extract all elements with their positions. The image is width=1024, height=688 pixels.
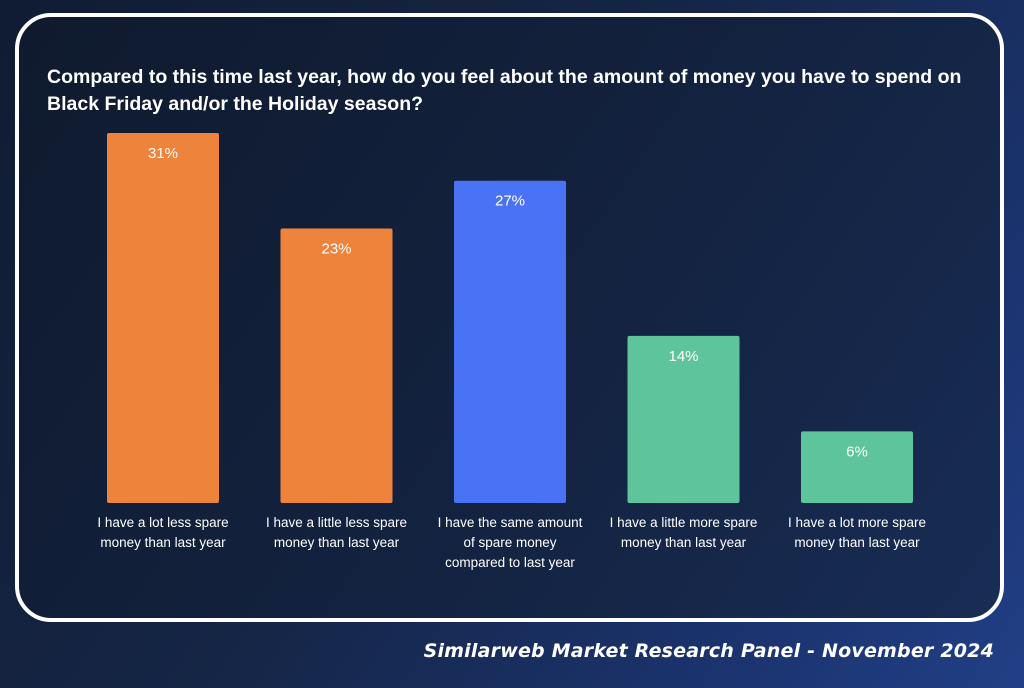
bar-3 (454, 180, 566, 503)
data-label-2: 23% (321, 240, 351, 257)
data-label-1: 31% (148, 145, 178, 162)
bar-4 (627, 335, 740, 503)
category-label-4: I have a little more spare money than las… (610, 515, 758, 550)
category-label-1: I have a lot less spare money than last y… (97, 515, 228, 550)
source-footer: Similarweb Market Research Panel - Novem… (423, 640, 994, 662)
bar-chart: 31% I have a lot less spare money than las… (97, 133, 926, 570)
data-label-4: 14% (668, 348, 698, 365)
category-label-3: I have the same amount of spare money comp… (438, 515, 583, 570)
bar-1 (107, 133, 219, 503)
chart-title: Compared to this time last year, how do … (47, 66, 962, 115)
data-label-3: 27% (495, 193, 525, 210)
data-label-5: 6% (846, 443, 868, 460)
bar-5 (801, 431, 913, 503)
category-label-2: I have a little less spare money than las… (266, 515, 407, 550)
category-label-5: I have a lot more spare money than last y… (788, 515, 926, 550)
bar-2 (280, 228, 393, 503)
